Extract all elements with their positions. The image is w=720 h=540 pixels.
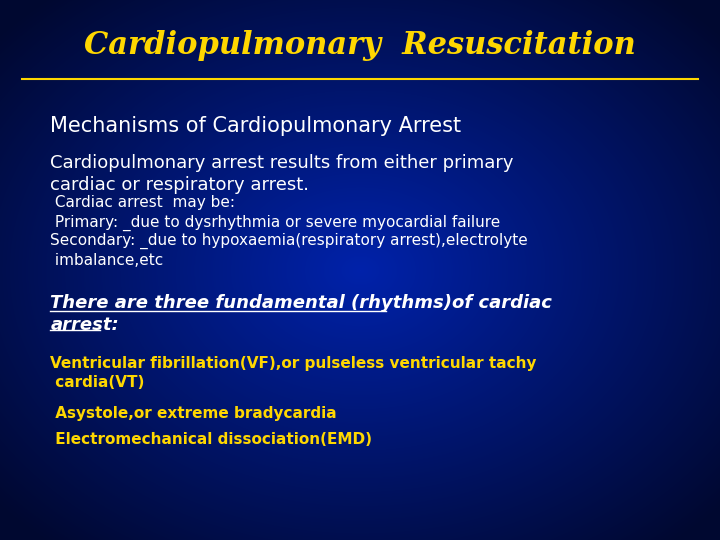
Text: Ventricular fibrillation(VF),or pulseless ventricular tachy
 cardia(VT): Ventricular fibrillation(VF),or pulseles…	[50, 356, 537, 390]
Text: Cardiac arrest  may be:: Cardiac arrest may be:	[50, 195, 235, 211]
Text: There are three fundamental (rhythms)of cardiac
arrest:: There are three fundamental (rhythms)of …	[50, 294, 552, 334]
Text: Cardiopulmonary  Resuscitation: Cardiopulmonary Resuscitation	[84, 30, 636, 62]
Text: Mechanisms of Cardiopulmonary Arrest: Mechanisms of Cardiopulmonary Arrest	[50, 116, 462, 136]
Text: Electromechanical dissociation(EMD): Electromechanical dissociation(EMD)	[50, 432, 372, 447]
Text: Cardiopulmonary arrest results from either primary
cardiac or respiratory arrest: Cardiopulmonary arrest results from eith…	[50, 154, 514, 194]
Text: Secondary: _due to hypoxaemia(respiratory arrest),electrolyte
 imbalance,etc: Secondary: _due to hypoxaemia(respirator…	[50, 233, 528, 268]
Text: Primary: _due to dysrhythmia or severe myocardial failure: Primary: _due to dysrhythmia or severe m…	[50, 214, 500, 231]
Text: Asystole,or extreme bradycardia: Asystole,or extreme bradycardia	[50, 406, 337, 421]
